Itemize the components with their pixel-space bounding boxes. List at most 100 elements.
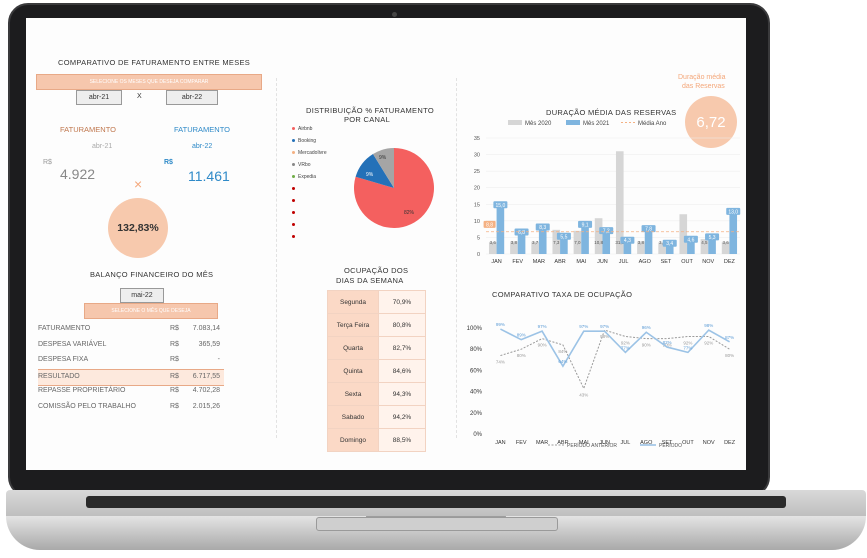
bar-2020 bbox=[594, 218, 603, 254]
financial-row-label: DESPESA FIXA bbox=[38, 356, 89, 363]
legend-dot-icon bbox=[292, 163, 295, 167]
point-label: 87% bbox=[725, 335, 734, 340]
ocupacao-value: 88,5% bbox=[378, 428, 426, 452]
bar-extra-label-bg bbox=[483, 220, 496, 228]
legend-label: PERÍODO bbox=[659, 442, 682, 448]
ocupacao-day: Segunda bbox=[327, 290, 379, 314]
x-tick-label: DEZ bbox=[724, 259, 736, 265]
faturamento-month-b: abr-22 bbox=[192, 143, 213, 150]
bar-2021 bbox=[729, 210, 738, 254]
x-tick-label: JUN bbox=[599, 440, 610, 446]
point-label: 92% bbox=[683, 340, 692, 345]
channel-legend-item bbox=[292, 198, 298, 204]
y-tick-label: 20% bbox=[470, 411, 483, 417]
financial-row: RESULTADO R$ 6.717,55 bbox=[38, 368, 224, 386]
pie-slice-booking bbox=[355, 154, 394, 188]
financial-row-currency: R$ bbox=[170, 340, 179, 348]
x-tick-label: AGO bbox=[639, 259, 652, 265]
series-line-periodo bbox=[500, 328, 730, 368]
legend-dot-icon bbox=[292, 211, 295, 215]
y-tick-label: 40% bbox=[470, 390, 483, 396]
ocupacao-row: Sexta 94,3% bbox=[327, 382, 426, 406]
pie-label-other: 9% bbox=[379, 155, 387, 161]
multiply-icon: × bbox=[134, 176, 143, 192]
channel-legend-label: Airbnb bbox=[298, 126, 313, 132]
series-line-anterior bbox=[500, 329, 730, 390]
point-label: 96% bbox=[642, 325, 651, 330]
point-label: 90% bbox=[663, 343, 672, 348]
ocupacao-value: 82,7% bbox=[378, 336, 426, 360]
faturamento-value-a: 4.922 bbox=[60, 166, 96, 182]
bar-2020-label: 3,8 bbox=[638, 240, 645, 245]
legend-dot-icon bbox=[292, 139, 295, 143]
month-b-select[interactable]: abr-22 bbox=[166, 90, 218, 105]
duracao-kpi-circle: 6,72 bbox=[685, 96, 737, 148]
channel-legend-item bbox=[292, 234, 298, 240]
bar-2021-label-bg bbox=[726, 207, 741, 215]
bar-2021-label: 3,4 bbox=[666, 241, 673, 247]
y-tick-label: 20 bbox=[474, 186, 480, 192]
financial-row: FATURAMENTO R$ 7.083,14 bbox=[38, 322, 224, 337]
ocupacao-row: Quarta 82,7% bbox=[327, 336, 426, 360]
y-tick-label: 30 bbox=[474, 153, 480, 159]
financial-row: DESPESA VARIÁVEL R$ 365,59 bbox=[38, 338, 224, 353]
bar-2021 bbox=[560, 235, 568, 254]
point-label: 97% bbox=[579, 324, 588, 329]
line-chart-title: COMPARATIVO TAXA DE OCUPAÇÃO bbox=[492, 290, 633, 299]
bar-2020-label: 4,5 bbox=[701, 240, 708, 245]
bar-2021-label: 4,3 bbox=[624, 238, 631, 244]
bar-2020 bbox=[615, 151, 624, 254]
ocupacao-line-chart: 0% 20% 40% 60% 80% 100% JAN FEV MAR ABR MAI JUN JUL A… bbox=[467, 322, 736, 448]
channel-legend-item: Mercadolivre bbox=[292, 150, 327, 156]
laptop-base bbox=[6, 490, 866, 554]
month-a-select[interactable]: abr-21 bbox=[76, 90, 122, 105]
y-tick-label: 0 bbox=[477, 252, 480, 258]
bar-2020-label: 3,8 bbox=[511, 240, 518, 245]
x-tick-label: DEZ bbox=[724, 440, 736, 446]
currency-a: R$ bbox=[43, 159, 52, 166]
financial-row-currency: R$ bbox=[170, 372, 179, 380]
bar-2021-label: 7,8 bbox=[645, 227, 652, 233]
financial-row-value: 365,59 bbox=[198, 340, 220, 348]
balanco-month-select[interactable]: mai-22 bbox=[120, 288, 164, 303]
bar-2021-label: 5,3 bbox=[709, 235, 716, 241]
legend-label: Mês 2021 bbox=[583, 121, 610, 127]
bar-2020-label: 3,5 bbox=[659, 240, 666, 245]
financial-row-value: 6.717,55 bbox=[192, 372, 220, 380]
financial-row: COMISSÃO PELO TRABALHO R$ 2.015,26 bbox=[38, 400, 224, 415]
bar-2020 bbox=[531, 241, 539, 254]
bar-2020-label: 10,8 bbox=[594, 240, 603, 245]
bar-2021-label: 5,5 bbox=[560, 234, 567, 240]
legend-label: Média Ano bbox=[638, 121, 667, 127]
bar-2021 bbox=[581, 223, 589, 254]
channel-legend-label: Expedia bbox=[298, 174, 317, 180]
bar-2021-label-bg bbox=[662, 239, 677, 247]
bar-2021 bbox=[496, 204, 505, 254]
x-tick-label: MAR bbox=[536, 440, 548, 446]
x-tick-label: OUT bbox=[681, 259, 693, 265]
financial-row-currency: R$ bbox=[170, 356, 179, 363]
bar-2020 bbox=[637, 241, 645, 254]
distribuicao-title-2: POR CANAL bbox=[344, 115, 391, 124]
x-tick-label: SET bbox=[661, 259, 672, 265]
balanco-title: BALANÇO FINANCEIRO DO MÊS bbox=[90, 270, 214, 279]
bar-2020 bbox=[721, 242, 730, 254]
y-tick-label: 100% bbox=[467, 326, 483, 332]
financial-row-label: FATURAMENTO bbox=[38, 325, 91, 332]
bar-2021-label-bg bbox=[493, 201, 508, 209]
point-label: 43% bbox=[579, 392, 588, 397]
ocupacao-value: 70,9% bbox=[378, 290, 426, 314]
channel-legend-item: Booking bbox=[292, 138, 316, 144]
camera-icon bbox=[392, 12, 397, 17]
bar-2020 bbox=[510, 241, 518, 254]
financial-row-value: - bbox=[217, 356, 220, 363]
comparativo-title: COMPARATIVO DE FATURAMENTO ENTRE MESES bbox=[58, 58, 251, 67]
financial-row-label: COMISSÃO PELO TRABALHO bbox=[38, 402, 136, 410]
x-tick-label: ABR bbox=[557, 440, 568, 446]
bar-2021-label-bg bbox=[683, 235, 698, 243]
channel-legend-item bbox=[292, 222, 298, 228]
bar-2021 bbox=[517, 231, 526, 254]
keyboard bbox=[86, 496, 786, 508]
bar-2021-label: 9,1 bbox=[582, 222, 589, 228]
legend-dot-icon bbox=[292, 175, 295, 179]
